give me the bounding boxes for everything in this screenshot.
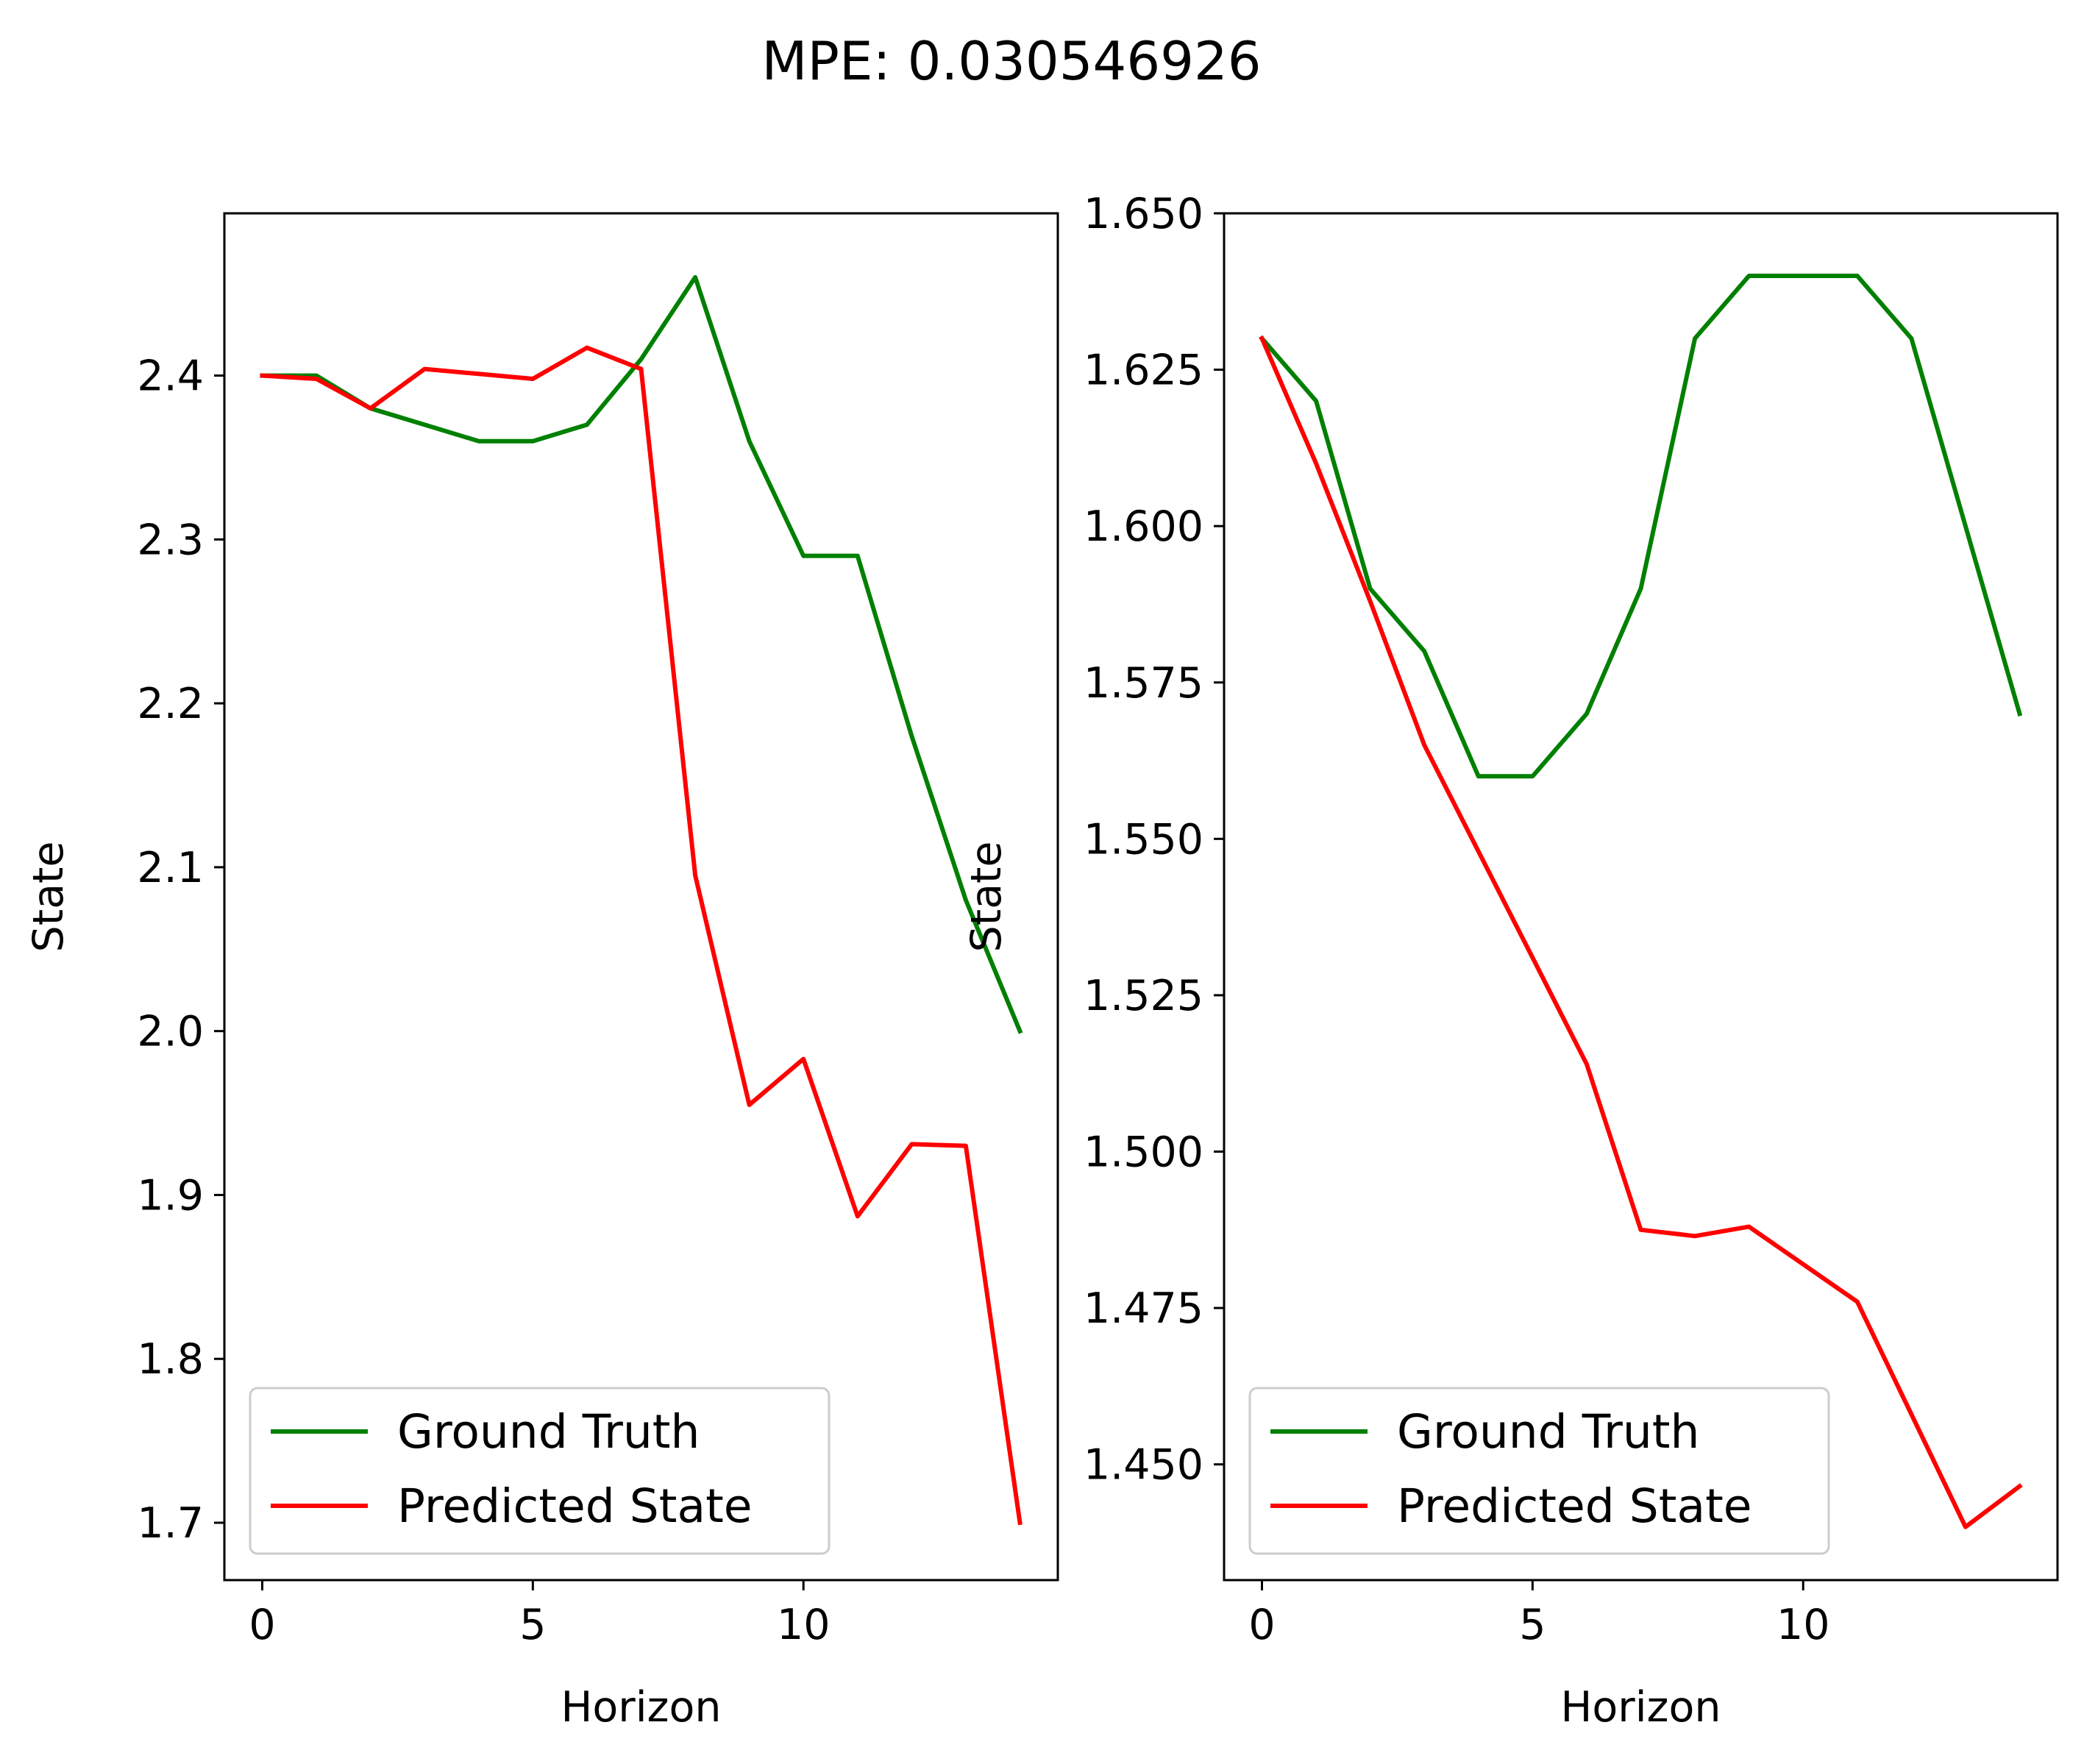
legend-box xyxy=(1248,1387,1830,1555)
legend: Ground Truth Predicted State xyxy=(249,1387,831,1555)
y-tick-label: 1.8 xyxy=(137,1335,204,1384)
y-tick-label: 2.2 xyxy=(137,680,204,728)
y-tick-label: 1.600 xyxy=(1084,502,1203,551)
series-line-predicted-state xyxy=(260,345,1023,1526)
y-tick-label: 1.525 xyxy=(1084,972,1203,1020)
y-tick-label: 1.475 xyxy=(1084,1284,1203,1333)
x-axis-label: Horizon xyxy=(561,1683,722,1732)
legend-label: Predicted State xyxy=(397,1479,753,1533)
x-tick-label: 10 xyxy=(777,1601,831,1649)
right-subplot: 0 5 10 1.450 1.475 1.500 1.525 1.550 1.575 1.600 1… xyxy=(962,190,2059,1732)
y-tick-label: 2.1 xyxy=(137,844,204,892)
legend-box xyxy=(249,1387,831,1555)
y-tick-label: 1.450 xyxy=(1084,1441,1203,1490)
y-axis-label: State xyxy=(24,842,73,953)
y-tick-label: 1.575 xyxy=(1084,659,1203,708)
axes-frame xyxy=(223,212,1059,1582)
series-line-ground-truth xyxy=(1259,274,2023,779)
left-subplot: 0 5 10 1.7 1.8 1.9 2.0 2.1 2.2 2.3 2.4 Horizon State… xyxy=(24,212,1059,1732)
y-tick-label: 1.650 xyxy=(1084,190,1203,238)
x-tick-label: 0 xyxy=(1248,1601,1275,1649)
y-tick-label: 1.625 xyxy=(1084,346,1203,395)
legend-label: Ground Truth xyxy=(397,1405,700,1459)
y-tick-label: 1.9 xyxy=(137,1171,204,1220)
y-tick-label: 1.7 xyxy=(137,1499,204,1548)
axes-frame xyxy=(1223,212,2059,1582)
y-tick-label: 1.550 xyxy=(1084,815,1203,864)
x-tick-label: 5 xyxy=(1519,1601,1546,1649)
x-tick-label: 5 xyxy=(519,1601,546,1649)
legend-label: Ground Truth xyxy=(1397,1405,1699,1459)
series-line-ground-truth xyxy=(260,274,1023,1034)
x-tick-label: 10 xyxy=(1777,1601,1830,1649)
legend-label: Predicted State xyxy=(1397,1479,1752,1533)
legend: Ground Truth Predicted State xyxy=(1248,1387,1830,1555)
figure-title: MPE: 0.030546926 xyxy=(761,30,1261,92)
x-axis-label: Horizon xyxy=(1561,1683,1721,1732)
series-line-predicted-state xyxy=(1259,335,2023,1529)
y-tick-label: 2.4 xyxy=(137,352,204,401)
x-tick-label: 0 xyxy=(249,1601,275,1649)
y-tick-label: 2.0 xyxy=(137,1008,204,1056)
y-tick-label: 2.3 xyxy=(137,516,204,564)
y-axis-label: State xyxy=(962,842,1011,953)
y-tick-label: 1.500 xyxy=(1084,1128,1203,1177)
